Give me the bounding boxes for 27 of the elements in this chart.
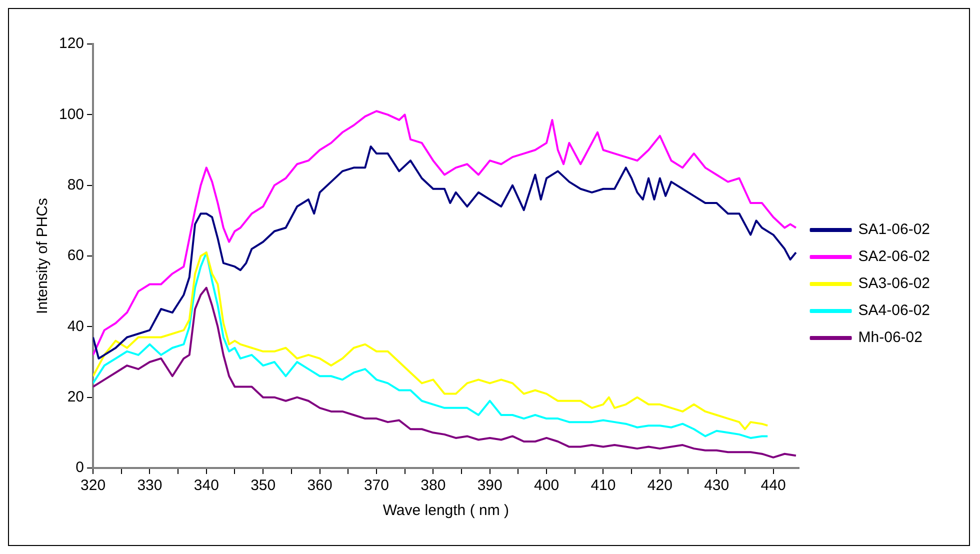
x-axis-title: Wave length ( nm ) — [382, 502, 509, 520]
y-axis-title: Intensity of PHCs — [34, 198, 52, 314]
y-tick-label: 20 — [67, 388, 84, 406]
y-tick-label: 40 — [67, 318, 84, 335]
legend-label: Mh-06-02 — [858, 329, 922, 346]
y-tick-label: 60 — [67, 247, 84, 264]
x-tick-label: 320 — [80, 477, 106, 494]
legend-label: SA1-06-02 — [858, 221, 930, 238]
legend-label: SA2-06-02 — [858, 248, 930, 266]
x-tick-label: 420 — [647, 477, 672, 494]
x-tick-label: 410 — [590, 477, 616, 494]
x-tick-label: 330 — [137, 477, 162, 494]
x-tick-label: 440 — [760, 477, 786, 494]
y-tick-label: 80 — [67, 176, 84, 194]
x-tick-label: 390 — [477, 477, 502, 494]
x-tick-label: 430 — [704, 477, 730, 494]
x-tick-label: 340 — [194, 477, 219, 494]
y-tick-label: 0 — [76, 459, 84, 476]
y-tick-label: 120 — [58, 35, 84, 52]
legend-label: SA3-06-02 — [858, 275, 930, 292]
x-tick-label: 400 — [534, 477, 560, 494]
legend-label: SA4-06-02 — [858, 302, 930, 320]
x-tick-label: 350 — [250, 477, 276, 494]
x-tick-label: 360 — [307, 477, 332, 494]
x-tick-label: 380 — [420, 477, 446, 494]
y-tick-label: 100 — [58, 106, 84, 123]
x-tick-label: 370 — [364, 477, 389, 494]
